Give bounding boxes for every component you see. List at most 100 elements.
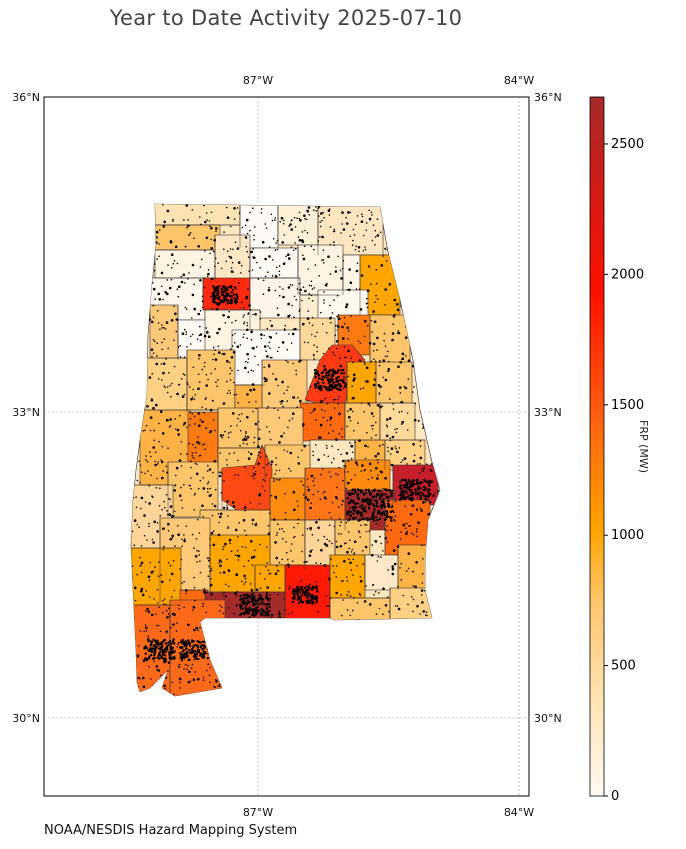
fire-detection [281,400,284,403]
fire-detection [219,452,222,454]
fire-detection [373,378,376,380]
fire-detection [246,328,249,332]
fire-detection [150,348,154,352]
fire-detection [279,400,282,403]
fire-detection [194,492,197,495]
fire-detection [377,555,380,558]
fire-detection [384,537,388,540]
fire-detection [372,510,376,513]
fire-detection [254,470,257,473]
fire-detection [266,609,268,612]
fire-detection [276,478,279,481]
fire-detection [368,462,372,466]
fire-detection [158,505,161,507]
fire-detection [194,394,196,396]
fire-detection [290,470,292,472]
fire-detection [347,410,349,412]
fire-detection [291,304,293,307]
fire-detection [237,401,239,404]
fire-detection [261,598,264,602]
fire-detection [186,642,189,645]
fire-detection [348,268,351,271]
fire-detection [336,371,339,375]
fire-detection [386,541,389,543]
fire-detection [198,455,201,457]
fire-detection [277,409,279,411]
fire-detection [322,399,324,402]
fire-detection [394,428,396,431]
fire-detection [312,600,315,604]
fire-detection [340,428,343,430]
fire-detection [170,253,174,256]
fire-detection [207,464,209,467]
fire-detection [226,506,229,509]
fire-detection [328,384,332,387]
fire-detection [188,641,191,644]
fire-detection [247,560,250,562]
county [297,244,344,296]
fire-detection [253,238,255,241]
fire-detection [392,323,395,326]
fire-detection [281,241,285,244]
fire-detection [218,298,221,301]
fire-detection [235,300,239,304]
fire-detection [370,360,373,363]
fire-detection [374,515,378,518]
fire-detection [154,463,157,467]
fire-detection [219,515,222,519]
fire-detection [182,649,185,652]
fire-detection [174,312,177,316]
fire-detection [219,564,222,568]
fire-detection [374,540,376,542]
fire-detection [299,399,302,403]
fire-detection [415,479,418,482]
fire-detection [340,232,342,234]
fire-detection [387,496,390,499]
fire-detection [366,306,369,309]
fire-detection [349,561,352,565]
fire-detection [374,236,377,238]
fire-detection [366,302,369,305]
fire-detection [328,540,331,542]
fire-detection [150,474,152,477]
fire-detection [228,538,232,542]
fire-detection [257,445,260,448]
fire-detection [214,488,217,491]
fire-detection [317,240,320,242]
fire-detection [386,502,389,505]
fire-detection [166,292,169,296]
fire-detection [296,500,299,503]
fire-detection [329,368,332,372]
fire-detection [342,267,344,270]
fire-detection [234,286,237,289]
fire-detection [187,664,189,667]
fire-detection [362,563,365,565]
fire-detection [256,261,258,264]
fire-detection [251,564,254,567]
fire-detection [377,506,380,508]
fire-detection [205,236,209,240]
county-shelby [299,402,346,442]
fire-detection [177,643,179,645]
fire-detection [372,310,375,313]
fire-detection [212,346,215,349]
fire-detection [212,293,215,296]
fire-detection [214,295,217,298]
fire-detection [180,275,183,278]
fire-detection [361,500,364,503]
fire-detection [250,593,254,596]
fire-detection [336,369,340,372]
fire-detection [332,565,334,567]
fire-detection [277,313,280,317]
fire-detection [286,450,289,453]
right-lat-label: 30°N [534,712,562,725]
fire-detection [340,521,343,523]
fire-detection [358,288,361,291]
fire-detection [148,525,150,528]
fire-detection [303,586,307,590]
fire-detection [199,279,202,282]
fire-detection [176,392,179,396]
fire-detection [173,642,176,645]
fire-detection [237,536,239,538]
